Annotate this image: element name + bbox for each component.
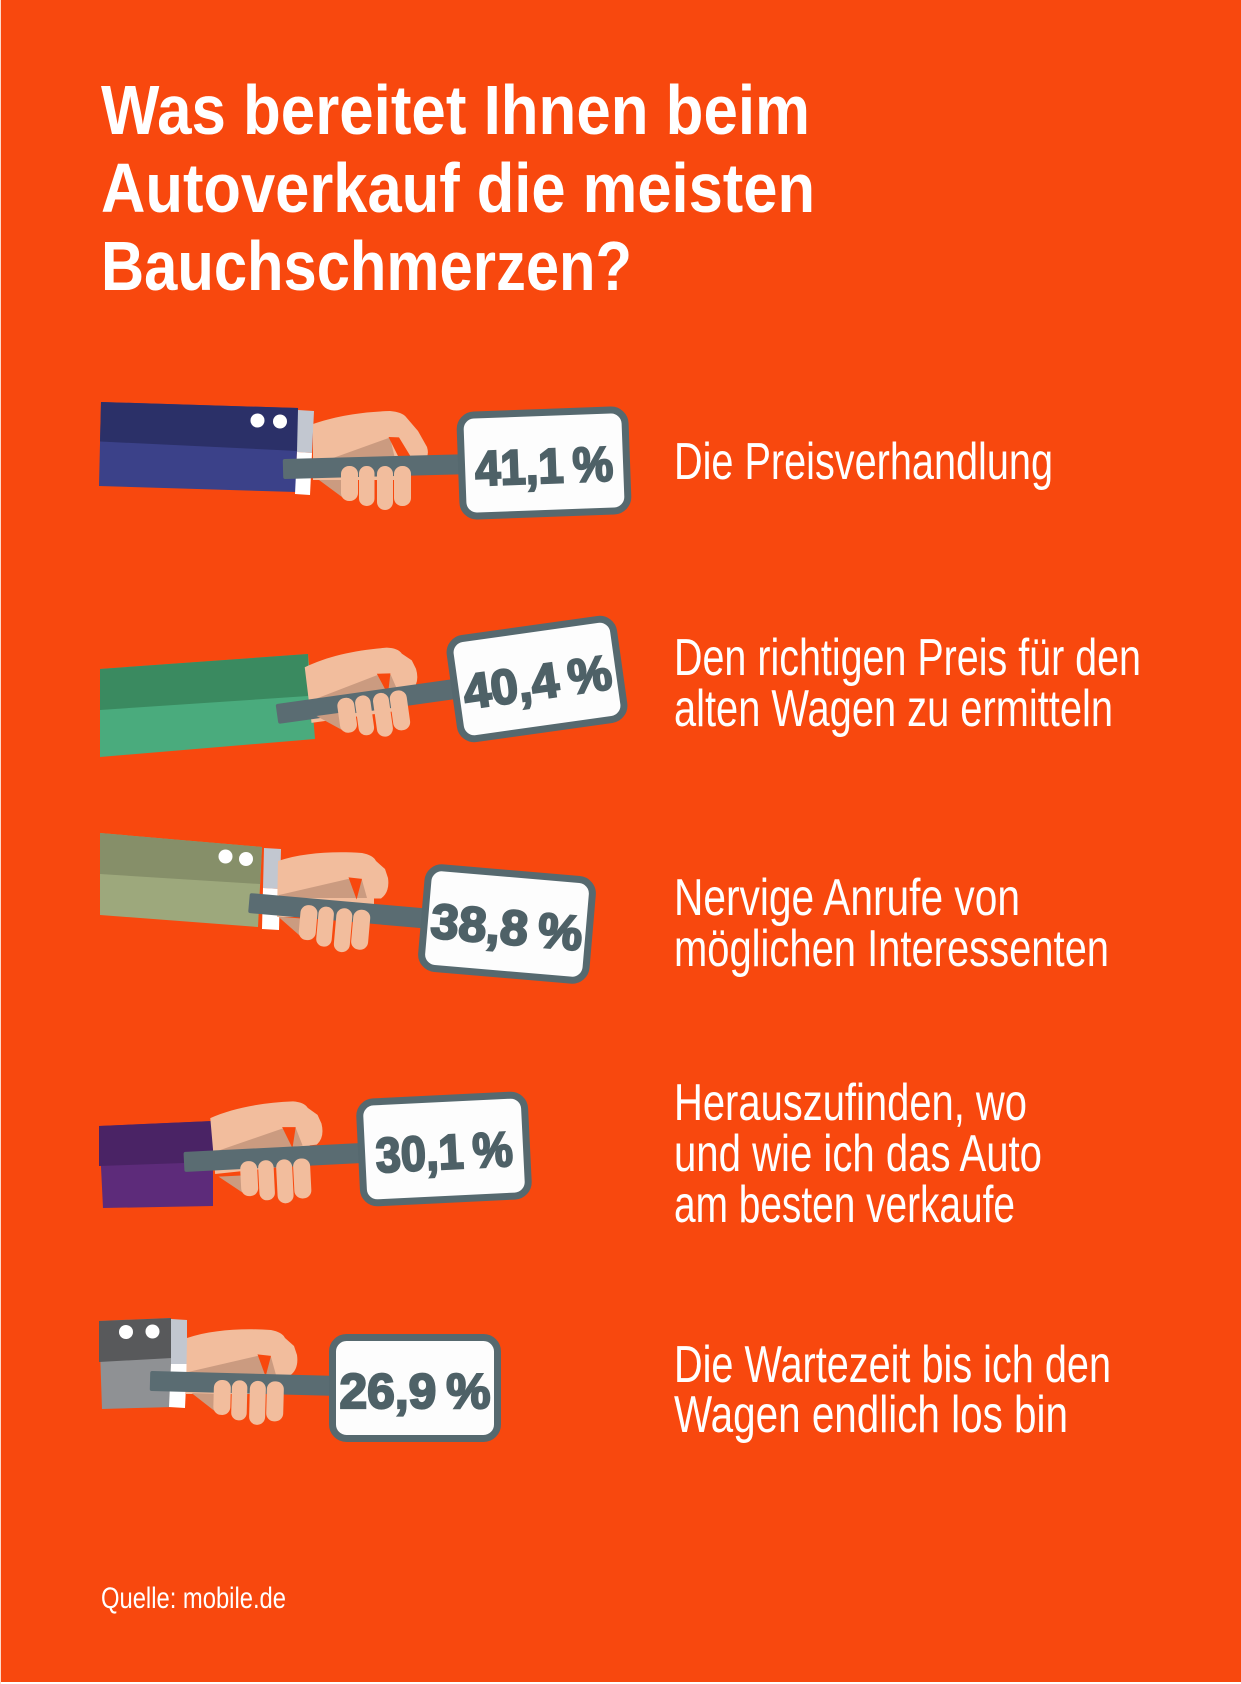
svg-text:Den richtigen Preis für den: Den richtigen Preis für den xyxy=(674,629,1141,687)
svg-text:Die Wartezeit bis ich den: Die Wartezeit bis ich den xyxy=(674,1336,1111,1394)
svg-text:Was bereitet Ihnen beim: Was bereitet Ihnen beim xyxy=(101,71,810,149)
svg-text:Herauszufinden, wo: Herauszufinden, wo xyxy=(674,1074,1027,1132)
svg-text:Quelle: mobile.de: Quelle: mobile.de xyxy=(101,1582,286,1615)
svg-text:Die Preisverhandlung: Die Preisverhandlung xyxy=(674,433,1053,491)
svg-text:26,9 %: 26,9 % xyxy=(340,1365,491,1419)
svg-text:Nervige Anrufe von: Nervige Anrufe von xyxy=(674,869,1020,927)
svg-text:Wagen endlich los bin: Wagen endlich los bin xyxy=(674,1386,1068,1444)
svg-text:30,1 %: 30,1 % xyxy=(374,1123,513,1184)
svg-text:Bauchschmerzen?: Bauchschmerzen? xyxy=(101,227,632,305)
svg-text:Autoverkauf die meisten: Autoverkauf die meisten xyxy=(101,149,815,227)
svg-text:am besten verkaufe: am besten verkaufe xyxy=(674,1176,1015,1234)
svg-text:möglichen Interessenten: möglichen Interessenten xyxy=(674,920,1109,978)
svg-text:und wie ich das Auto: und wie ich das Auto xyxy=(674,1125,1042,1183)
svg-text:41,1 %: 41,1 % xyxy=(474,437,614,496)
svg-text:alten Wagen zu ermitteln: alten Wagen zu ermitteln xyxy=(674,680,1113,738)
